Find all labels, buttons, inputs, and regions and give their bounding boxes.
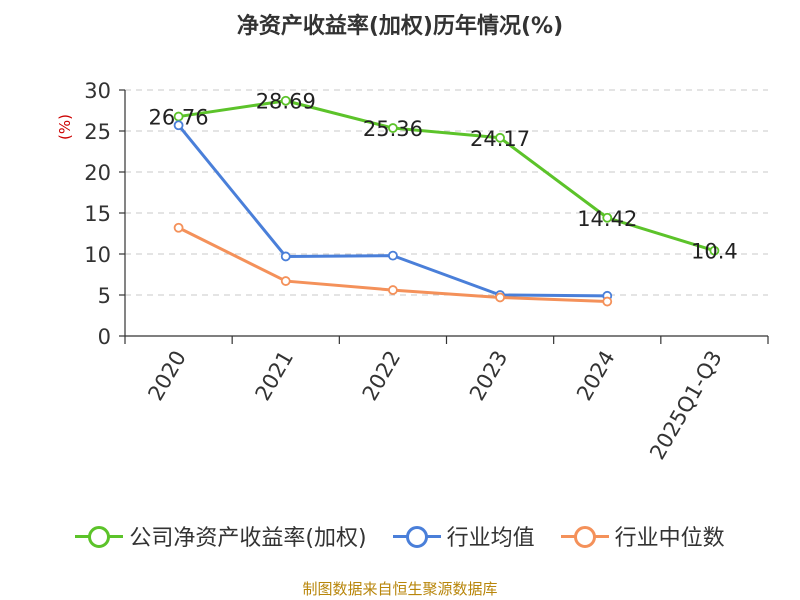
data-point xyxy=(173,222,184,233)
data-label: 25.36 xyxy=(363,117,423,141)
legend-item-industry-mean[interactable]: 行业均值 xyxy=(392,520,535,552)
data-point xyxy=(495,132,505,143)
legend-item-industry-median[interactable]: 行业中位数 xyxy=(560,520,725,552)
legend-item-company[interactable]: 公司净资产收益率(加权) xyxy=(75,520,367,552)
data-point xyxy=(173,120,184,131)
x-tick-label: 2025Q1-Q3 xyxy=(645,347,727,464)
y-tick-label: 25 xyxy=(84,120,111,144)
legend-label-company: 公司净资产收益率(加权) xyxy=(129,526,367,551)
data-point xyxy=(602,212,613,223)
y-tick-label: 10 xyxy=(84,243,111,267)
y-axis-label: (%) xyxy=(56,114,74,140)
series-line xyxy=(178,99,715,253)
legend-swatch-industry-mean xyxy=(392,524,441,548)
data-point xyxy=(280,276,291,286)
x-tick-label: 2024 xyxy=(572,347,620,405)
legend-marker xyxy=(405,526,428,548)
data-point xyxy=(388,123,398,133)
legend: 公司净资产收益率(加权) 行业均值 行业中位数 xyxy=(0,520,800,552)
data-point xyxy=(388,250,398,261)
data-point xyxy=(388,285,398,295)
y-tick-label: 5 xyxy=(98,284,111,308)
legend-swatch-industry-median xyxy=(560,524,609,548)
chart-title: 净资产收益率(加权)历年情况(%) xyxy=(236,14,564,39)
legend-swatch-company xyxy=(75,524,124,548)
data-label: 26.76 xyxy=(149,106,209,130)
x-tick-label: 2020 xyxy=(143,347,191,405)
legend-label-industry-mean: 行业均值 xyxy=(446,526,535,551)
data-point xyxy=(280,251,291,262)
legend-marker xyxy=(88,526,111,548)
data-label: 10.4 xyxy=(691,240,738,264)
x-tick-label: 2021 xyxy=(251,347,299,405)
y-tick-label: 15 xyxy=(84,202,111,226)
y-tick-label: 20 xyxy=(84,161,111,185)
series-line xyxy=(177,124,608,298)
legend-marker xyxy=(573,526,596,548)
x-tick-label: 2022 xyxy=(358,347,406,405)
data-point xyxy=(280,95,291,106)
data-source-note: 制图数据来自恒生聚源数据库 xyxy=(302,580,498,598)
data-label: 28.69 xyxy=(256,90,316,114)
y-tick-label: 30 xyxy=(84,79,111,103)
data-label: 24.17 xyxy=(470,127,530,151)
data-point xyxy=(602,296,613,307)
data-point xyxy=(709,245,720,256)
data-label: 14.42 xyxy=(577,207,637,231)
y-tick-label: 0 xyxy=(98,325,111,349)
data-point xyxy=(495,292,505,303)
legend-label-industry-median: 行业中位数 xyxy=(614,526,725,551)
x-tick-label: 2023 xyxy=(465,347,513,405)
